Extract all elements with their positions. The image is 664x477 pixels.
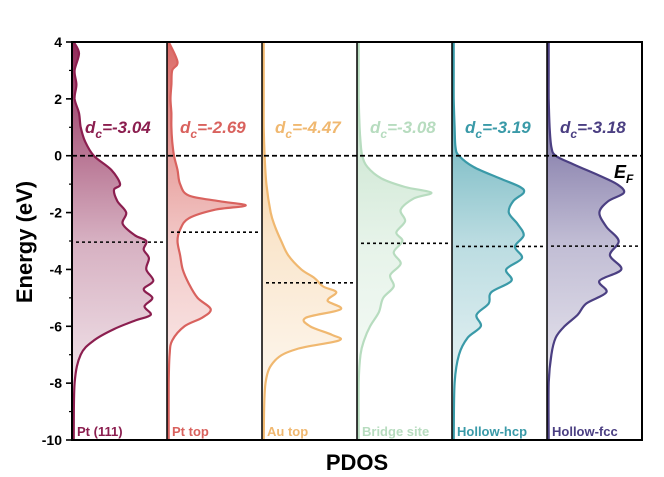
dc-label-4: dc=-3.08 bbox=[370, 118, 436, 141]
dc-label-5: dc=-3.19 bbox=[465, 118, 531, 141]
pdos-panel-2 bbox=[167, 41, 247, 441]
y-tick-label--2: -2 bbox=[50, 205, 63, 221]
panel-label-1: Pt (111) bbox=[77, 424, 123, 439]
panels-layer bbox=[72, 41, 626, 441]
y-tick-label-4: 4 bbox=[54, 34, 62, 50]
panel-label-5: Hollow-hcp bbox=[457, 424, 527, 439]
pdos-curve-3 bbox=[262, 41, 343, 441]
pdos-panel-6 bbox=[547, 42, 626, 441]
panel-label-6: Hollow-fcc bbox=[552, 424, 618, 439]
overlay-layer: dc=-3.04 Pt (111) dc=-2.69 Pt top dc=-4.47 Au… bbox=[72, 118, 642, 439]
fermi-level-label: EF bbox=[614, 162, 634, 186]
pdos-area-1 bbox=[72, 42, 154, 440]
dc-label-2: dc=-2.69 bbox=[180, 118, 246, 141]
pdos-curve-1 bbox=[72, 41, 155, 441]
pdos-area-4 bbox=[357, 42, 432, 440]
pdos-panel-5 bbox=[452, 41, 526, 441]
dc-label-1: dc=-3.04 bbox=[85, 118, 151, 141]
panel-label-4: Bridge site bbox=[362, 424, 429, 439]
x-axis-title: PDOS bbox=[326, 450, 388, 475]
pdos-curve-6 bbox=[547, 42, 626, 441]
y-tick-label--8: -8 bbox=[50, 375, 63, 391]
pdos-area-2 bbox=[167, 42, 246, 440]
panel-label-3: Au top bbox=[267, 424, 308, 439]
pdos-panel-4 bbox=[357, 42, 433, 441]
pdos-area-6 bbox=[547, 42, 625, 440]
panel-label-2: Pt top bbox=[172, 424, 209, 439]
axis-layer: -10 -8 -6 -4 -2 0 2 4 bbox=[42, 34, 643, 448]
pdos-curve-2 bbox=[167, 41, 247, 441]
pdos-area-3 bbox=[262, 42, 342, 440]
pdos-curve-5 bbox=[452, 41, 526, 441]
y-tick-label-0: 0 bbox=[54, 148, 62, 164]
pdos-panel-1 bbox=[72, 41, 155, 441]
y-axis-title: Energy (eV) bbox=[12, 181, 37, 303]
y-tick-label-2: 2 bbox=[54, 91, 62, 107]
dc-label-3: dc=-4.47 bbox=[275, 118, 342, 141]
dc-label-6: dc=-3.18 bbox=[560, 118, 626, 141]
y-tick-label--4: -4 bbox=[50, 261, 63, 277]
y-tick-label--6: -6 bbox=[50, 318, 63, 334]
pdos-curve-4 bbox=[357, 42, 433, 441]
y-tick-label--10: -10 bbox=[42, 432, 62, 448]
pdos-area-5 bbox=[452, 42, 525, 440]
pdos-panel-3 bbox=[262, 41, 343, 441]
